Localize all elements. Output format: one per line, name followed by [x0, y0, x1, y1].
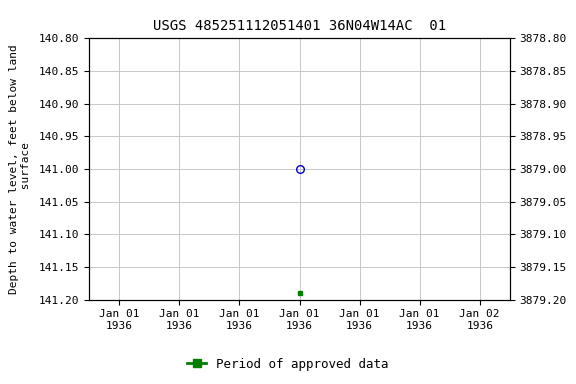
Y-axis label: Depth to water level, feet below land
 surface: Depth to water level, feet below land su…	[9, 44, 31, 294]
Title: USGS 485251112051401 36N04W14AC  01: USGS 485251112051401 36N04W14AC 01	[153, 19, 446, 33]
Legend: Period of approved data: Period of approved data	[183, 353, 393, 376]
